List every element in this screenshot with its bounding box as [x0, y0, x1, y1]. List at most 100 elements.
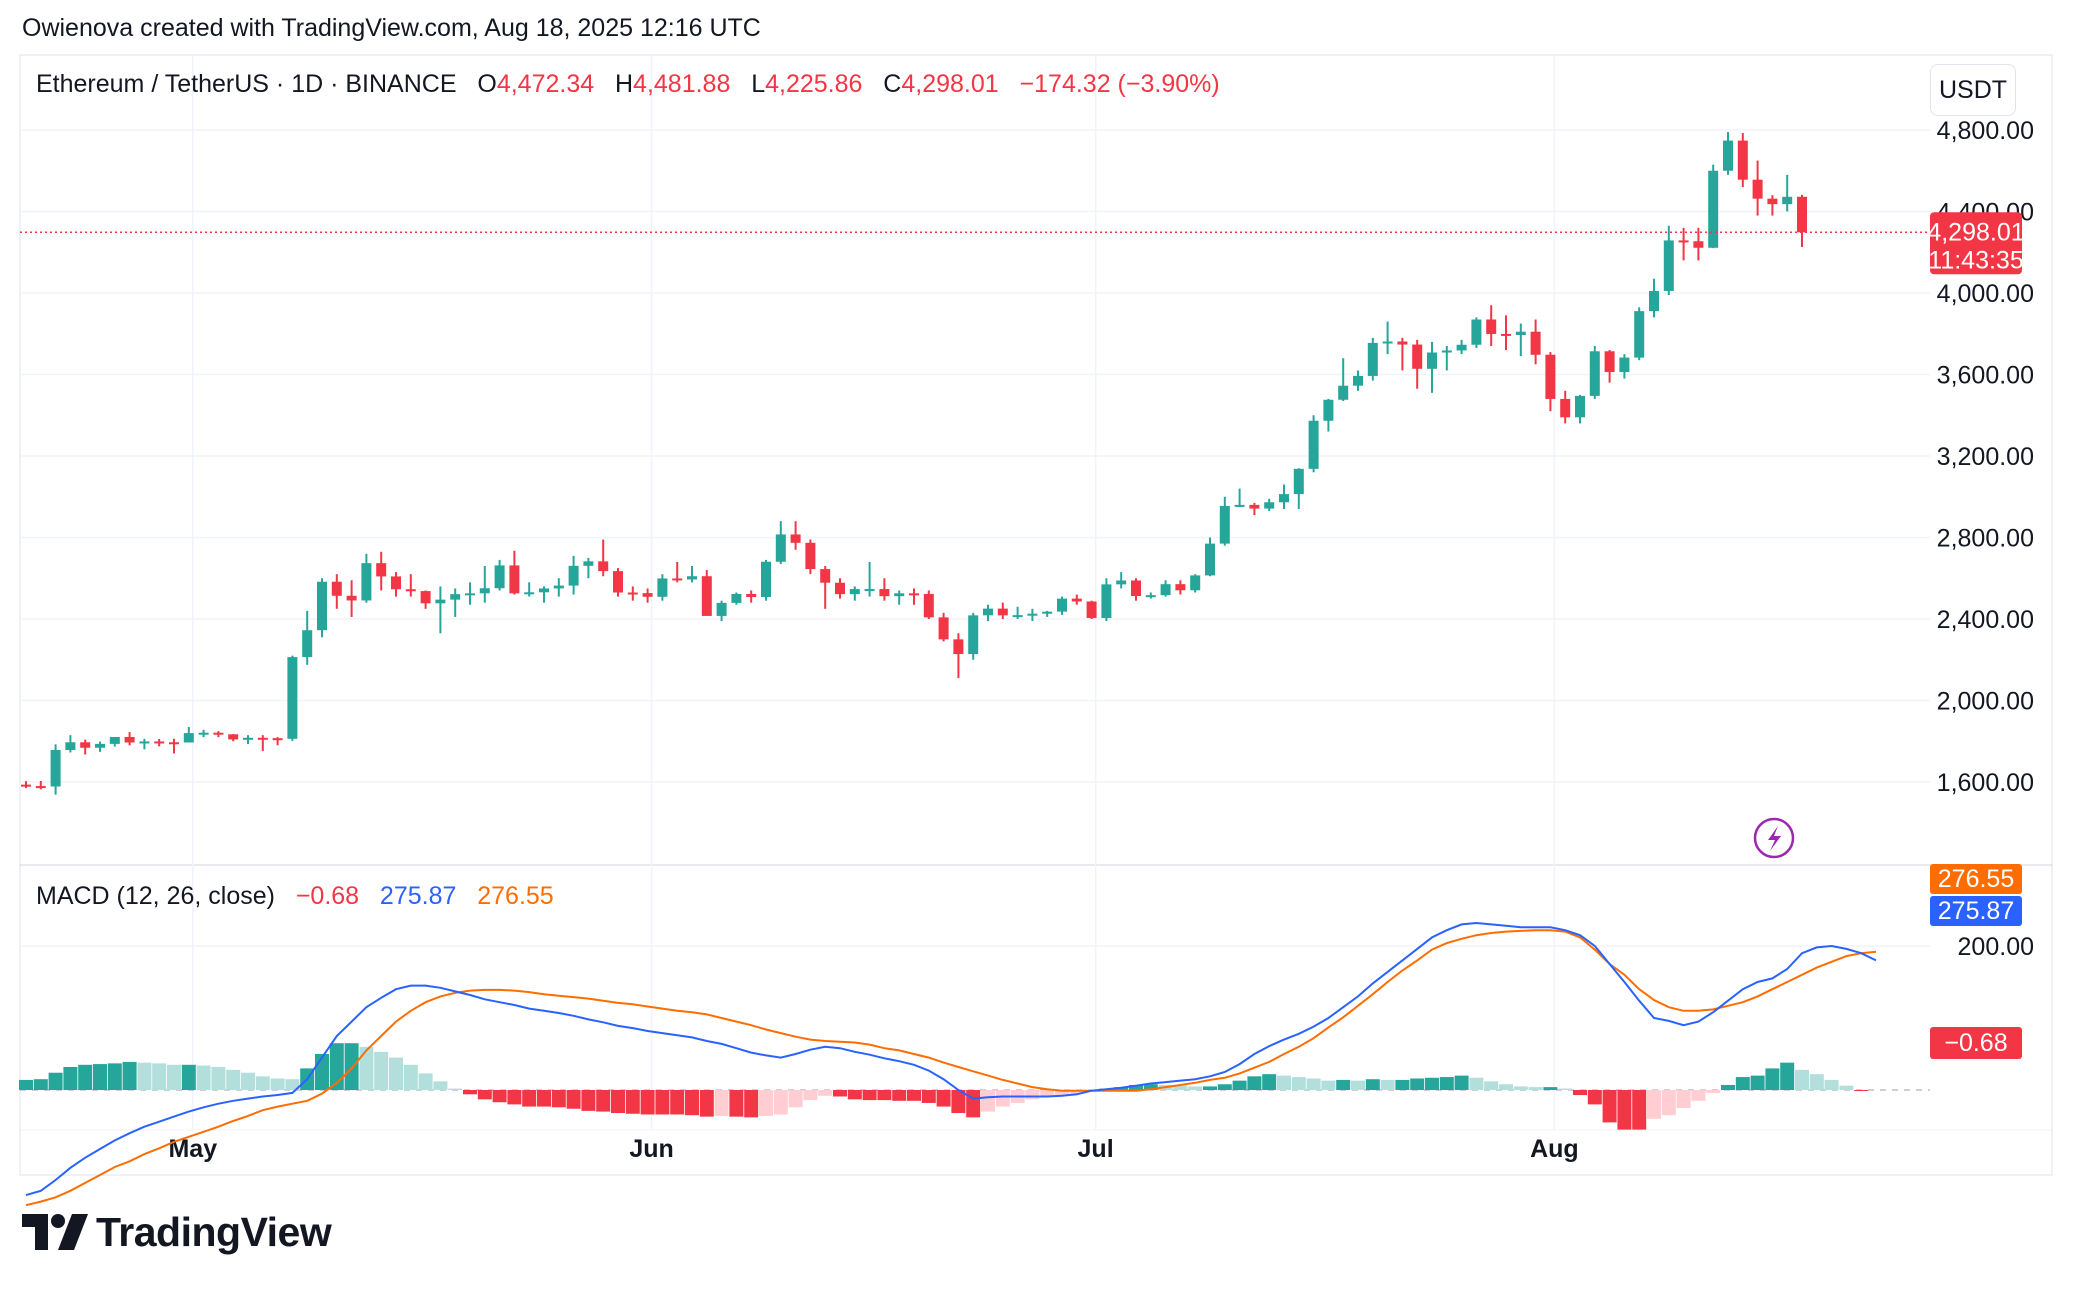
candle-body — [1205, 543, 1215, 576]
candle-body — [1012, 615, 1023, 618]
macd-histogram-bar — [1587, 1090, 1602, 1105]
candle-body — [1367, 342, 1378, 376]
candle — [465, 582, 475, 605]
candle — [1767, 195, 1778, 216]
macd-histogram-bar — [759, 1090, 773, 1116]
candle — [672, 561, 683, 583]
candle-body — [1501, 333, 1511, 336]
candle — [1604, 350, 1615, 383]
macd-histogram-bar — [995, 1090, 1010, 1107]
open-value: 4,472.34 — [496, 70, 595, 98]
candle — [746, 590, 757, 603]
macd-hist-badge-value: −0.68 — [1944, 1029, 2007, 1057]
macd-histogram-bar — [1410, 1078, 1425, 1090]
candle-body — [391, 576, 401, 590]
candle-body — [465, 593, 475, 596]
candle-body — [805, 542, 816, 570]
candle — [1367, 337, 1378, 381]
price-tick-label: 4,000.00 — [1937, 280, 2034, 308]
candle — [909, 588, 919, 605]
candle — [553, 578, 564, 597]
candle — [1249, 502, 1260, 516]
candle-body — [835, 582, 845, 595]
macd-signal-value: 276.55 — [477, 882, 554, 910]
macd-histogram-bar — [1217, 1084, 1232, 1090]
candle — [1634, 307, 1645, 361]
candle — [997, 602, 1008, 619]
candle-body — [1486, 319, 1497, 334]
candle-body — [1560, 398, 1571, 418]
macd-histogram-bar — [167, 1064, 181, 1090]
candle-body — [1219, 505, 1230, 544]
candle — [50, 744, 61, 795]
candle — [257, 735, 268, 752]
candle-body — [198, 732, 209, 735]
candle-body — [509, 565, 520, 594]
macd-histogram-bar — [611, 1090, 625, 1114]
macd-histogram-bar — [670, 1090, 685, 1115]
macd-histogram-bar — [1676, 1090, 1691, 1108]
candle — [346, 580, 357, 617]
macd-histogram-bar — [1647, 1090, 1661, 1119]
candle — [1175, 580, 1186, 595]
candle — [1752, 160, 1763, 216]
last-price-badge-value: 4,298.01 — [1927, 218, 2024, 246]
symbol-name[interactable]: Ethereum / TetherUS · 1D · BINANCE — [36, 70, 457, 98]
candle-body — [1323, 399, 1334, 421]
candle-body — [1160, 584, 1171, 596]
macd-histogram-bar — [33, 1079, 48, 1090]
candle — [361, 553, 372, 603]
macd-histogram-bar — [1262, 1074, 1277, 1090]
candle — [1560, 390, 1571, 424]
macd-histogram-bar — [1469, 1077, 1484, 1090]
macd-histogram-bar — [1291, 1077, 1306, 1090]
macd-histogram-bar — [1632, 1090, 1647, 1130]
candle — [1471, 317, 1482, 349]
macd-histogram-bar — [122, 1061, 137, 1090]
candle-body — [139, 741, 150, 744]
price-tick-label: 1,600.00 — [1937, 769, 2034, 797]
candle-body — [1101, 584, 1112, 618]
macd-histogram-bar — [773, 1090, 788, 1115]
candle-body — [1293, 468, 1304, 495]
countdown-badge-value: 11:43:35 — [1928, 246, 2023, 274]
candle — [627, 586, 638, 601]
candle-body — [1604, 351, 1615, 373]
macd-histogram-bar — [211, 1066, 226, 1090]
candle-body — [524, 592, 535, 595]
candle — [835, 578, 845, 599]
candle — [879, 578, 890, 601]
candle — [479, 566, 490, 603]
macd-histogram-bar — [107, 1063, 122, 1090]
candle-body — [613, 571, 623, 593]
candle — [1456, 339, 1467, 355]
candle — [1116, 572, 1127, 589]
macd-histogram-bar — [270, 1078, 285, 1090]
tradingview-logo-text: TradingView — [96, 1208, 332, 1255]
tradingview-logo[interactable]: TradingView — [22, 1208, 332, 1255]
macd-indicator-label[interactable]: MACD (12, 26, close) — [36, 882, 275, 910]
currency-button[interactable]: USDT — [1930, 64, 2016, 116]
macd-line — [25, 921, 1877, 1197]
macd-histogram-bar — [477, 1090, 492, 1100]
candle-body — [109, 736, 120, 744]
candle — [1545, 352, 1556, 412]
candle — [583, 557, 594, 579]
candle-body — [1441, 350, 1452, 353]
candle — [287, 655, 298, 741]
tradingview-logo-icon — [22, 1214, 88, 1250]
change-value: −174.32 (−3.90%) — [1019, 70, 1220, 98]
candle-body — [213, 732, 224, 735]
macd-histogram-bar — [1247, 1076, 1262, 1090]
candle — [1338, 358, 1349, 401]
candle — [761, 559, 771, 601]
candle — [1693, 227, 1704, 261]
macd-hist-badge — [1930, 1027, 2022, 1059]
candle — [1486, 305, 1497, 346]
candle-body — [1678, 240, 1689, 243]
candle-body — [1797, 196, 1807, 233]
macd-histogram-bar — [818, 1090, 833, 1096]
candle-body — [568, 565, 579, 586]
